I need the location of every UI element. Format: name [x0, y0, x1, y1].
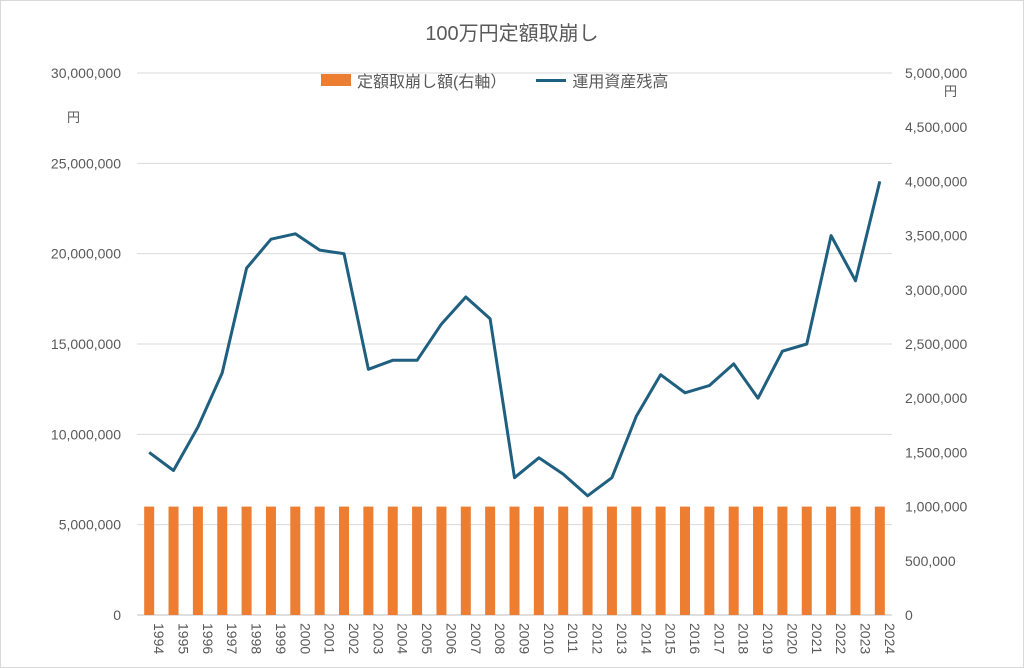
- x-tick-label: 1997: [224, 623, 240, 654]
- x-tick-label: 2001: [322, 623, 338, 654]
- x-tick-label: 1994: [151, 623, 167, 654]
- y-left-tick-label: 20,000,000: [51, 246, 121, 262]
- x-tick-label: 1996: [200, 623, 216, 654]
- x-tick-label: 1995: [176, 623, 192, 654]
- bar: [850, 506, 861, 615]
- bar: [753, 506, 764, 615]
- x-tick-label: 2011: [565, 623, 581, 653]
- y-left-tick-label: 15,000,000: [51, 336, 121, 352]
- bar: [387, 506, 398, 615]
- series-line: [148, 181, 882, 498]
- x-tick-label: 2003: [370, 623, 386, 654]
- x-tick-label: 2022: [833, 623, 849, 654]
- bar: [655, 506, 666, 615]
- y-left-tick-label: 30,000,000: [51, 65, 121, 81]
- chart-title: 100万円定額取崩し: [425, 23, 599, 45]
- bar: [777, 506, 788, 615]
- bar: [339, 506, 350, 615]
- legend-label-bar: 定額取崩し額(右軸）: [357, 74, 507, 91]
- bar: [460, 506, 471, 615]
- x-tick-label: 2017: [711, 623, 727, 654]
- bar: [241, 506, 252, 615]
- x-tick-label: 2023: [857, 623, 873, 654]
- bar: [314, 506, 325, 615]
- x-tick-label: 2004: [395, 623, 411, 654]
- x-tick-label: 2012: [590, 623, 606, 654]
- y-right-tick-label: 2,000,000: [905, 390, 967, 406]
- x-tick-label: 2018: [736, 623, 752, 654]
- x-tick-label: 2005: [419, 623, 435, 654]
- y-right-tick-label: 4,500,000: [905, 119, 967, 135]
- y-right-tick-label: 3,000,000: [905, 282, 967, 298]
- y-right-tick-label: 1,000,000: [905, 499, 967, 515]
- bar: [144, 506, 155, 615]
- y-right-tick-label: 4,000,000: [905, 173, 967, 189]
- x-tick-label: 2000: [297, 623, 313, 654]
- y-right-tick-label: 500,000: [905, 553, 956, 569]
- legend-item-line: 運用資産残高: [536, 68, 668, 92]
- y-right-tick-label: 3,500,000: [905, 228, 967, 244]
- x-tick-label: 2019: [760, 623, 776, 654]
- bar: [436, 506, 447, 615]
- x-tick-label: 2007: [468, 623, 484, 654]
- y-right-tick-label: 5,000,000: [905, 65, 967, 81]
- bar: [874, 506, 885, 615]
- x-tick-label: 1999: [273, 623, 289, 654]
- bar: [606, 506, 617, 615]
- x-tick-label: 2021: [809, 623, 825, 654]
- y-left-tick-label: 5,000,000: [59, 517, 121, 533]
- x-tick-label: 2013: [614, 623, 630, 654]
- bar: [558, 506, 569, 615]
- x-tick-label: 1998: [249, 623, 265, 654]
- x-tick-label: 2009: [517, 623, 533, 654]
- bar: [485, 506, 496, 615]
- bar: [631, 506, 642, 615]
- legend-label-line: 運用資産残高: [572, 74, 669, 91]
- legend-swatch-bar: [321, 74, 351, 86]
- bar: [679, 506, 690, 615]
- x-tick-label: 2006: [443, 623, 459, 654]
- bar: [582, 506, 593, 615]
- bar: [728, 506, 739, 615]
- x-tick-label: 2016: [687, 623, 703, 654]
- legend-item-bar: 定額取崩し額(右軸）: [321, 68, 506, 92]
- y-left-tick-label: 25,000,000: [51, 155, 121, 171]
- bar: [192, 506, 203, 615]
- bar: [363, 506, 374, 615]
- x-tick-label: 2014: [638, 623, 654, 654]
- bar: [412, 506, 423, 615]
- legend: 定額取崩し額(右軸） 運用資産残高: [321, 68, 698, 92]
- x-tick-label: 2002: [346, 623, 362, 654]
- bar: [801, 506, 812, 615]
- y-right-tick-label: 0: [905, 607, 913, 623]
- x-tick-label: 2015: [663, 623, 679, 654]
- bar: [533, 506, 544, 615]
- x-tick-label: 2024: [882, 623, 898, 654]
- right-axis-unit: 円: [944, 84, 958, 99]
- left-axis-unit: 円: [67, 110, 81, 125]
- x-tick-label: 2020: [784, 623, 800, 654]
- bar: [168, 506, 179, 615]
- y-right-tick-label: 1,500,000: [905, 444, 967, 460]
- x-tick-label: 2010: [541, 623, 557, 654]
- bar: [290, 506, 301, 615]
- legend-swatch-line: [536, 78, 567, 82]
- bar: [217, 506, 228, 615]
- x-tick-label: 2008: [492, 623, 508, 654]
- bar: [704, 506, 715, 615]
- y-right-tick-label: 2,500,000: [905, 336, 967, 352]
- bar: [265, 506, 276, 615]
- y-left-tick-label: 0: [113, 607, 121, 623]
- bar: [509, 506, 520, 615]
- bar: [826, 506, 837, 615]
- y-left-tick-label: 10,000,000: [51, 426, 121, 442]
